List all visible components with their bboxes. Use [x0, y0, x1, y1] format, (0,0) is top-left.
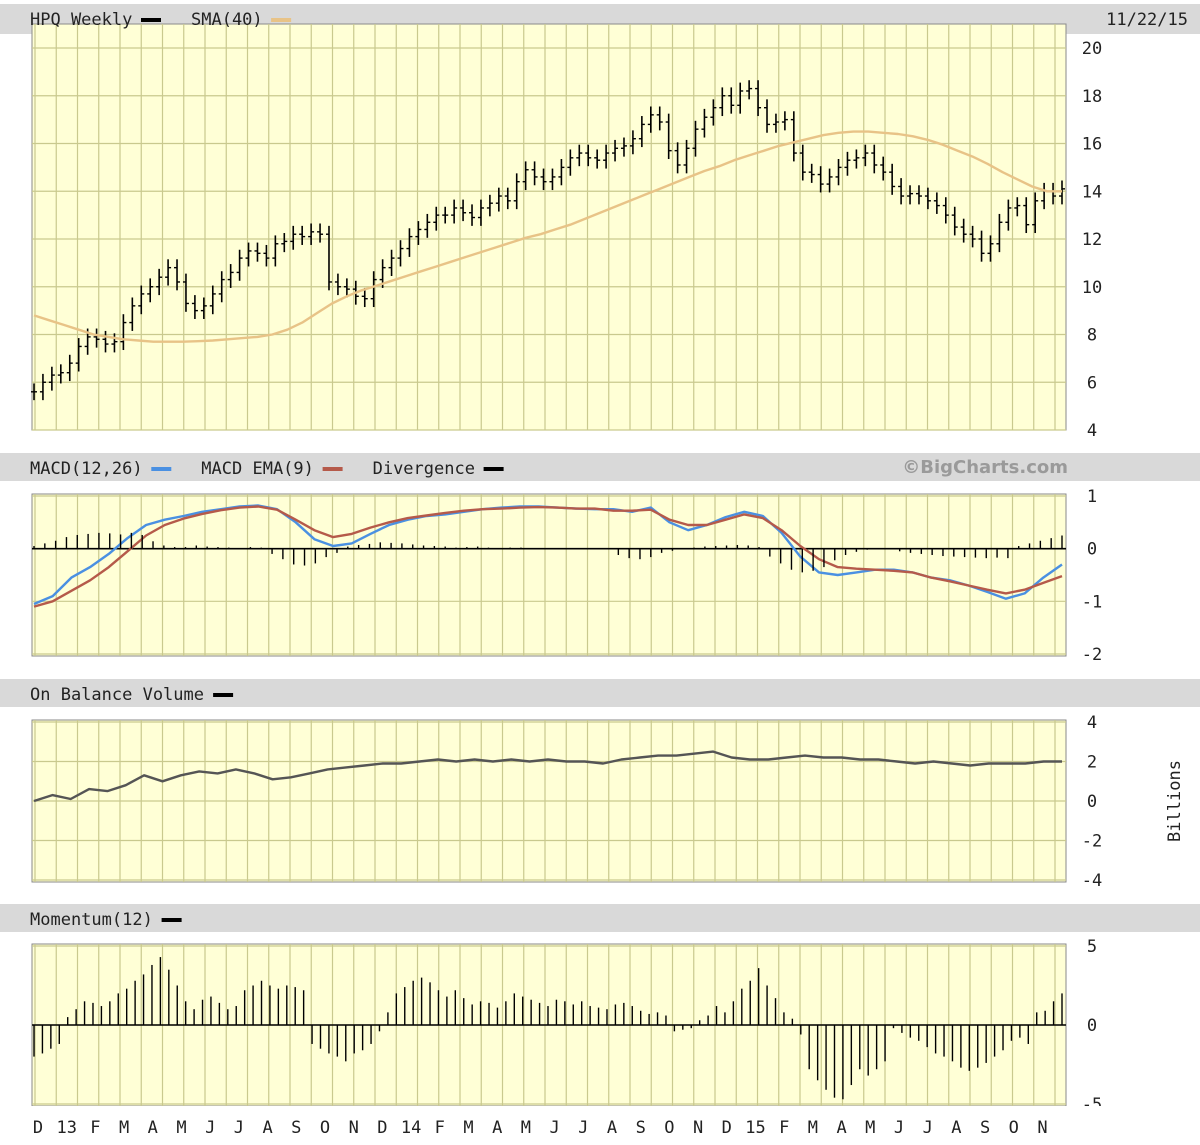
x-tick-label: J [205, 1118, 215, 1138]
panel-header-macd [0, 453, 1200, 481]
x-tick-label: O [1009, 1118, 1019, 1138]
y-tick-label: -1 [1082, 592, 1102, 612]
legend-label: Momentum(12) [30, 910, 153, 930]
x-tick-label: S [636, 1118, 646, 1138]
y-tick-label: 16 [1082, 135, 1102, 155]
y-tick-label: 2 [1087, 753, 1097, 773]
x-tick-label: S [291, 1118, 301, 1138]
x-tick-label: S [980, 1118, 990, 1138]
y-tick-label: 14 [1082, 182, 1102, 202]
panel-macd [0, 453, 1200, 657]
x-tick-label: A [492, 1118, 502, 1138]
legend-label: Divergence [373, 459, 475, 479]
panel-header-momentum [0, 904, 1200, 932]
plot-area [31, 23, 1067, 431]
x-tick-label: M [865, 1118, 875, 1138]
x-tick-label: M [808, 1118, 818, 1138]
legend-swatch [151, 467, 172, 471]
x-tick-label: M [463, 1118, 473, 1138]
x-tick-label: A [607, 1118, 617, 1138]
panel-header-obv [0, 679, 1200, 707]
legend-swatch [483, 467, 504, 471]
x-axis-strip [0, 1106, 1200, 1145]
x-tick-label: F [435, 1118, 445, 1138]
y-tick-label: -2 [1082, 645, 1102, 665]
chart-date: 11/22/15 [1106, 10, 1188, 30]
x-tick-label: A [148, 1118, 158, 1138]
x-tick-label: J [923, 1118, 933, 1138]
x-tick-label: J [549, 1118, 559, 1138]
x-tick-label: M [176, 1118, 186, 1138]
x-tick-label: 14 [401, 1118, 421, 1138]
y-tick-label: 5 [1087, 937, 1097, 957]
y-tick-label: 4 [1087, 713, 1097, 733]
y-tick-label: 18 [1082, 87, 1102, 107]
watermark: ©BigCharts.com [902, 457, 1068, 478]
legend-swatch [322, 467, 343, 471]
x-tick-label: J [894, 1118, 904, 1138]
panel-price [0, 4, 1200, 431]
panel-momentum [0, 904, 1200, 1107]
series-line-on-balance-volume [33, 750, 1062, 803]
y-tick-label: 8 [1087, 326, 1097, 346]
x-tick-label: A [951, 1118, 961, 1138]
legend-swatch [213, 693, 234, 697]
panel-obv [0, 679, 1200, 883]
legend-label: MACD(12,26) [30, 459, 143, 479]
plot-area [31, 493, 1067, 657]
y-tick-label: 10 [1082, 278, 1102, 298]
x-tick-label: J [578, 1118, 588, 1138]
x-tick-label: O [320, 1118, 330, 1138]
y-tick-label: 1 [1087, 487, 1097, 507]
x-tick-label: 15 [745, 1118, 765, 1138]
x-tick-label: A [836, 1118, 846, 1138]
x-tick-label: N [349, 1118, 359, 1138]
x-tick-label: N [693, 1118, 703, 1138]
x-tick-label: M [521, 1118, 531, 1138]
x-tick-label: D [33, 1118, 43, 1138]
y-tick-label: -4 [1082, 871, 1102, 891]
y-tick-label: -2 [1082, 832, 1102, 852]
legend-label: HPQ Weekly [30, 10, 132, 30]
legend-label: SMA(40) [191, 10, 263, 30]
y-tick-label: 0 [1087, 792, 1097, 812]
x-tick-label: 13 [56, 1118, 76, 1138]
series-line-macd-ema-9- [33, 505, 1063, 608]
legend-swatch [141, 18, 161, 22]
x-tick-label: A [262, 1118, 272, 1138]
legend-swatch [161, 918, 182, 922]
x-tick-label: D [722, 1118, 732, 1138]
y-tick-label: 12 [1082, 230, 1102, 250]
y-tick-label: 0 [1087, 540, 1097, 560]
y-tick-label: 20 [1082, 39, 1102, 59]
y-axis-title: Billions [1165, 760, 1185, 842]
x-tick-label: J [234, 1118, 244, 1138]
x-tick-label: F [90, 1118, 100, 1138]
series-line-sma-40- [33, 130, 1062, 343]
legend-label: On Balance Volume [30, 685, 204, 705]
y-tick-label: 6 [1087, 373, 1097, 393]
x-tick-label: N [1037, 1118, 1047, 1138]
x-tick-label: D [377, 1118, 387, 1138]
x-tick-label: F [779, 1118, 789, 1138]
legend-swatch [271, 18, 292, 22]
x-tick-label: O [664, 1118, 674, 1138]
y-tick-label: 0 [1087, 1016, 1097, 1036]
legend-label: MACD EMA(9) [201, 459, 314, 479]
y-tick-label: 4 [1087, 421, 1097, 441]
x-tick-label: M [119, 1118, 129, 1138]
